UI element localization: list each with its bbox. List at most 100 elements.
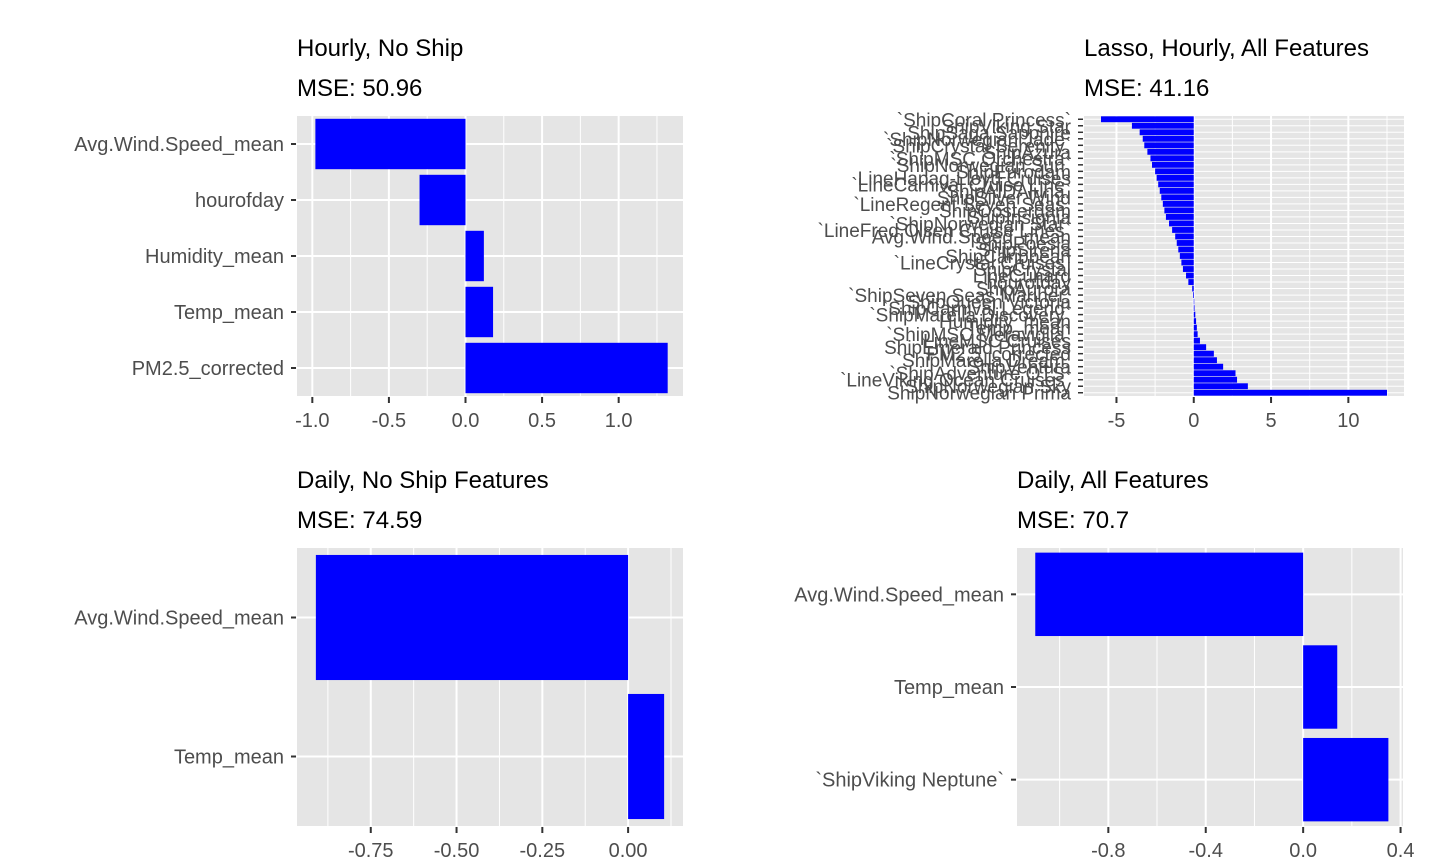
y-tick-label: ShipPoesia bbox=[975, 234, 1072, 255]
bar bbox=[1193, 344, 1207, 351]
bar bbox=[1139, 129, 1194, 136]
chart-panel-daily-all: Daily, All Features MSE: 70.7 Avg.Wind.S… bbox=[794, 467, 1414, 862]
bar bbox=[1131, 122, 1194, 129]
x-tick-label: 0.4 bbox=[1387, 840, 1415, 862]
bar bbox=[465, 230, 484, 282]
bar bbox=[1193, 324, 1197, 331]
bar bbox=[1192, 285, 1194, 292]
y-tick-label: `ShipNorwegian Jade` bbox=[883, 130, 1071, 151]
y-tick-label: ShipSirena bbox=[978, 240, 1071, 261]
bar bbox=[1193, 376, 1238, 383]
x-tick-label: -0.5 bbox=[372, 410, 406, 432]
x-tick-label: 0.00 bbox=[609, 840, 648, 862]
x-tick-label: 0 bbox=[1188, 410, 1199, 432]
y-tick-label: `LineCarnival Cruise Line` bbox=[851, 175, 1071, 196]
y-tick-label: Temp_mean bbox=[894, 677, 1004, 699]
y-tick-label: PM2.5_corrected bbox=[926, 345, 1071, 366]
bar bbox=[1101, 116, 1194, 123]
bar bbox=[1035, 552, 1304, 637]
y-tick-label: ShipSaga Sapphire bbox=[907, 123, 1071, 144]
bar bbox=[1193, 363, 1224, 370]
x-tick-label: 5 bbox=[1265, 410, 1276, 432]
y-tick-label: `LineRegent Seven Seas` bbox=[853, 195, 1071, 216]
bar bbox=[1193, 298, 1195, 305]
y-tick-label: `ShipCoral Princess` bbox=[897, 110, 1071, 131]
y-tick-label: Avg.Wind.Speed_mean bbox=[872, 227, 1071, 248]
y-tick-label: ShipAzura bbox=[983, 143, 1071, 164]
bar bbox=[1186, 272, 1194, 279]
x-tick-label: -0.4 bbox=[1189, 840, 1223, 862]
y-tick-label: LineHapag-Lloyd Cruises bbox=[858, 169, 1071, 190]
y-tick-label: Humidity_mean bbox=[939, 312, 1071, 333]
bar bbox=[1150, 155, 1194, 162]
y-tick-label: `ShipSeven Seas Mariner` bbox=[848, 286, 1071, 307]
y-tick-label: ShipNorwegian Sky bbox=[905, 377, 1071, 398]
bar bbox=[1193, 331, 1198, 338]
bar bbox=[1164, 207, 1194, 214]
chart-subtitle: MSE: 74.59 bbox=[297, 507, 422, 534]
y-tick-label: Humidity_mean bbox=[145, 246, 284, 268]
x-tick-label: -0.25 bbox=[520, 840, 566, 862]
y-tick-label: ShipInsignia bbox=[967, 208, 1071, 229]
bar bbox=[1193, 350, 1214, 357]
y-tick-label: LineMSC Cruises bbox=[923, 332, 1071, 353]
bar bbox=[1144, 142, 1194, 149]
bar bbox=[1152, 161, 1194, 168]
y-tick-label: ShipOosterdam bbox=[939, 201, 1071, 222]
bar bbox=[1159, 187, 1194, 194]
chart-subtitle: MSE: 70.7 bbox=[1017, 507, 1129, 534]
x-tick-label: 10 bbox=[1337, 410, 1359, 432]
y-tick-label: `ShipCarnival Legend` bbox=[882, 299, 1071, 320]
bar bbox=[315, 118, 466, 170]
bar bbox=[1161, 194, 1194, 201]
bar bbox=[1147, 148, 1194, 155]
y-tick-label: Temp_mean bbox=[174, 302, 284, 324]
bar bbox=[1193, 305, 1195, 312]
bar bbox=[1193, 318, 1197, 325]
y-tick-label: ShipCrystal bbox=[974, 260, 1071, 281]
chart-title: Hourly, No Ship bbox=[297, 35, 463, 62]
y-tick-label: Avg.Wind.Speed_mean bbox=[74, 134, 284, 156]
x-tick-label: -1.0 bbox=[295, 410, 329, 432]
x-tick-label: 0.0 bbox=[1289, 840, 1317, 862]
y-tick-label: `ShipMSC Meraviglia` bbox=[886, 325, 1071, 346]
bar bbox=[1179, 253, 1194, 259]
bar bbox=[1176, 240, 1194, 246]
bar bbox=[1169, 220, 1194, 227]
y-tick-label: Avg.Wind.Speed_mean bbox=[794, 584, 1004, 606]
y-tick-label: `LineCrystal Cruises` bbox=[894, 254, 1071, 275]
x-tick-label: 0.0 bbox=[452, 410, 480, 432]
y-tick-label: ShipCaribbean bbox=[945, 247, 1071, 268]
bar bbox=[465, 342, 668, 394]
bar bbox=[1188, 279, 1194, 285]
y-tick-label: `ShipViking Neptune` bbox=[815, 770, 1004, 792]
y-tick-label: `ShipCrystal Serenity` bbox=[886, 136, 1071, 157]
y-tick-label: `ShipMarella Dream` bbox=[896, 351, 1071, 372]
bar bbox=[1175, 233, 1194, 240]
y-tick-label: hourofday bbox=[986, 273, 1071, 294]
chart-title: Lasso, Hourly, All Features bbox=[1084, 35, 1369, 62]
y-tick-label: `ShipNorwegian Sun` bbox=[890, 156, 1071, 177]
bar bbox=[1182, 266, 1194, 272]
bar bbox=[1192, 292, 1194, 298]
bar bbox=[1193, 337, 1200, 344]
chart-title: Daily, All Features bbox=[1017, 467, 1209, 494]
x-tick-label: -0.8 bbox=[1091, 840, 1125, 862]
y-tick-label: ShipEmerald Princess bbox=[884, 338, 1071, 359]
y-tick-label: Temp_mean bbox=[966, 319, 1071, 340]
bar bbox=[628, 693, 665, 820]
bar bbox=[1162, 200, 1194, 207]
bar bbox=[1165, 214, 1194, 220]
y-tick-label: `LineViking Ocean Cruises` bbox=[840, 371, 1071, 392]
chart-subtitle: MSE: 41.16 bbox=[1084, 75, 1209, 102]
bar bbox=[1178, 246, 1194, 253]
bar bbox=[1155, 168, 1194, 175]
x-tick-label: 1.0 bbox=[605, 410, 633, 432]
y-tick-label: ShipQueen Victoria bbox=[908, 293, 1072, 314]
chart-panel-daily-no-ship: Daily, No Ship Features MSE: 74.59 Avg.W… bbox=[74, 467, 683, 862]
x-tick-label: -0.50 bbox=[434, 840, 480, 862]
bar bbox=[315, 554, 629, 681]
x-tick-label: -0.75 bbox=[348, 840, 394, 862]
bar bbox=[1142, 135, 1194, 142]
